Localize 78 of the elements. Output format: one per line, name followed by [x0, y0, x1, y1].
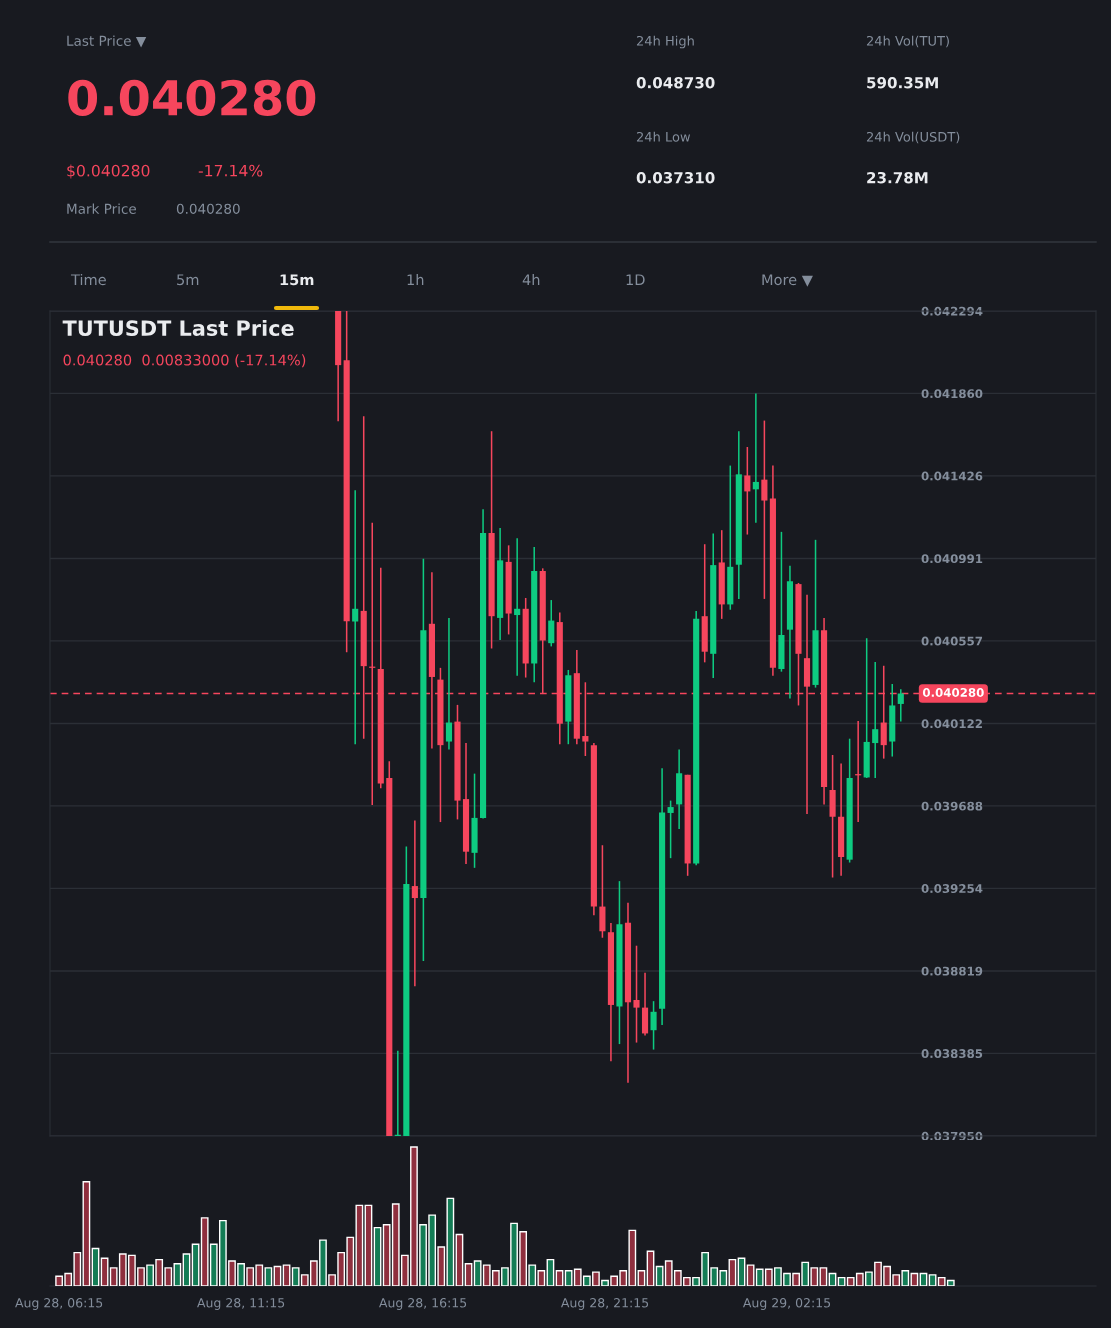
- bar: [546, 1258, 555, 1286]
- y-tick-label: 0.038385: [921, 1049, 983, 1059]
- y-tick-label: 0.040991: [921, 554, 983, 564]
- text: $0.040280: [67, 164, 150, 179]
- text: Last Price ▼: [67, 35, 147, 48]
- candlestick: [633, 944, 640, 1044]
- bar: [373, 1226, 382, 1286]
- y-tick-label: 0.039688: [921, 801, 983, 811]
- bar: [191, 1243, 200, 1286]
- bar: [737, 1257, 746, 1286]
- candlestick: [872, 661, 879, 779]
- text: More ▼: [762, 274, 813, 287]
- x-tick-label: Aug 28, 21:15: [561, 1298, 649, 1310]
- bar: [728, 1258, 737, 1286]
- y-tick-label: 0.040122: [921, 719, 982, 729]
- x-tick-label: Aug 28, 06:15: [15, 1298, 103, 1310]
- candlestick: [445, 617, 453, 751]
- candlestick: [667, 799, 674, 859]
- candlestick: [744, 446, 751, 536]
- text: 24h High: [636, 35, 694, 49]
- candlestick: [548, 599, 555, 648]
- bar: [455, 1233, 464, 1286]
- bar: [819, 1267, 828, 1286]
- x-tick-label: Aug 29, 02:15: [742, 1298, 831, 1310]
- chart-title: TUTUSDT Last Price: [62, 319, 294, 337]
- candlestick: [897, 688, 904, 723]
- text: 24h Vol(USDT): [866, 131, 960, 144]
- bar: [282, 1264, 291, 1286]
- bar: [828, 1272, 837, 1286]
- text: 15m: [280, 274, 314, 286]
- text: 24h Low: [636, 131, 691, 142]
- candlestick: [352, 489, 359, 745]
- text: 1h: [407, 273, 424, 286]
- candlestick: [761, 419, 768, 600]
- bar: [928, 1274, 937, 1286]
- bar: [655, 1265, 664, 1286]
- y-tick-label: 0.039254: [921, 884, 983, 893]
- bar: [173, 1263, 182, 1286]
- candlestick: [650, 1000, 657, 1051]
- bar: [364, 1204, 373, 1286]
- text: 24h Vol(TUT): [866, 35, 949, 48]
- y-tick-label: 0.040557: [921, 636, 983, 646]
- bar: [746, 1264, 755, 1286]
- bar: [273, 1265, 282, 1286]
- text: 0.040280: [68, 79, 316, 116]
- text: 23.78M: [867, 171, 928, 184]
- x-tick-label: Aug 28, 16:15: [379, 1298, 467, 1310]
- bar: [919, 1272, 928, 1286]
- y-tick-label: 0.041426: [921, 471, 983, 481]
- bar: [100, 1257, 109, 1286]
- text: 0.040280: [176, 203, 240, 214]
- bar: [910, 1272, 919, 1286]
- bar: [464, 1263, 473, 1286]
- y-tick-label: 0.041860: [921, 389, 983, 399]
- text: 0.048730: [636, 76, 715, 89]
- bar: [637, 1270, 646, 1286]
- text: -17.14%: [198, 164, 263, 177]
- text: Time: [70, 273, 106, 286]
- text: 5m: [177, 274, 199, 286]
- text: 1D: [626, 274, 645, 286]
- bar: [82, 1181, 91, 1286]
- bar: [555, 1270, 564, 1286]
- text: 0.037310: [636, 171, 715, 184]
- bar: [837, 1276, 846, 1286]
- text: 4h: [522, 273, 540, 286]
- ref-line-label: 0.040280: [922, 687, 984, 697]
- text: 0.040280 0.00833000 (-17.14%): [63, 354, 306, 368]
- x-tick-label: Aug 28, 11:15: [197, 1298, 285, 1310]
- y-tick-label: 0.042294: [921, 306, 983, 316]
- candlestick: [411, 819, 418, 987]
- y-tick-label: 0.038819: [921, 966, 983, 976]
- bar: [182, 1253, 191, 1286]
- text: Mark Price: [67, 203, 137, 214]
- candlestick: [514, 537, 521, 677]
- bar: [91, 1247, 100, 1286]
- text: 590.35M: [867, 76, 938, 89]
- bar: [646, 1250, 655, 1286]
- candlestick: [752, 392, 759, 524]
